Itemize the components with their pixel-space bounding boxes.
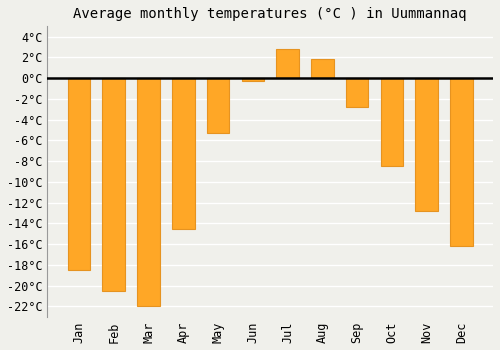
Bar [137, 78, 160, 307]
Bar [102, 78, 125, 291]
Bar [172, 78, 195, 229]
Bar [68, 78, 90, 270]
Bar [311, 60, 334, 78]
Bar [450, 78, 473, 246]
Bar [346, 78, 368, 107]
Title: Average monthly temperatures (°C ) in Uummannaq: Average monthly temperatures (°C ) in Uu… [74, 7, 467, 21]
Bar [276, 49, 299, 78]
Bar [380, 78, 404, 166]
Bar [207, 78, 230, 133]
Bar [242, 78, 264, 81]
Bar [416, 78, 438, 211]
